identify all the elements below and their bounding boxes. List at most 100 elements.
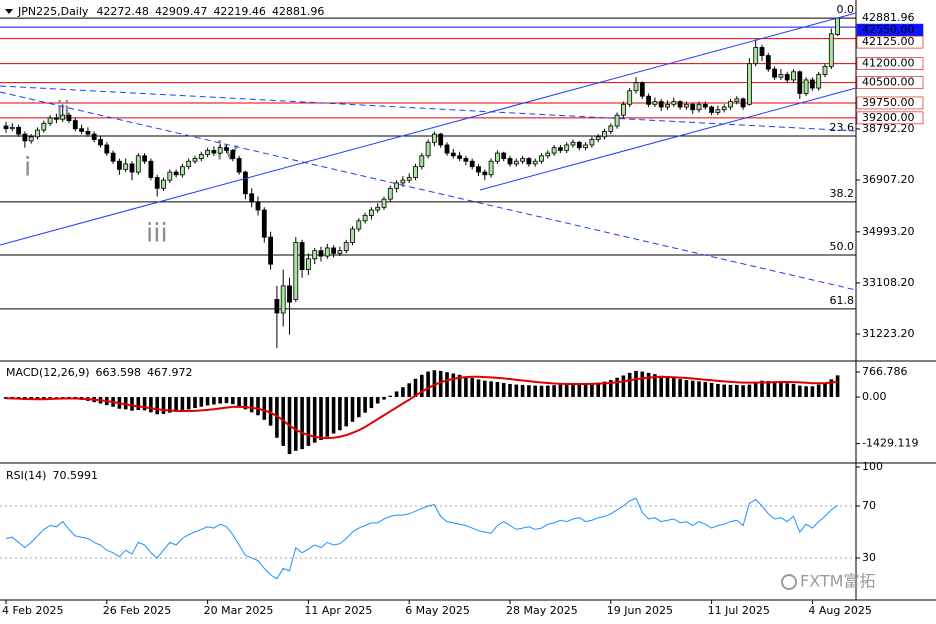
- rsi-header: RSI(14) 70.5991: [6, 469, 98, 482]
- symbol: JPN225,Daily: [17, 5, 89, 18]
- macd-bar: [735, 384, 739, 397]
- macd-bar: [243, 396, 248, 410]
- macd-bar: [810, 386, 815, 397]
- macd-bar: [829, 379, 834, 397]
- candle-body: [721, 106, 727, 111]
- macd-bar: [766, 381, 771, 397]
- candle-body: [431, 133, 437, 143]
- candle-body: [816, 74, 822, 89]
- y-tick-label: 100: [862, 460, 883, 473]
- macd-bar: [275, 396, 279, 438]
- macd-bar: [634, 370, 638, 397]
- candle-body: [41, 122, 47, 131]
- macd-bar: [457, 374, 462, 397]
- macd-bar: [338, 396, 342, 431]
- macd-bar: [564, 384, 569, 397]
- price-label-box: [856, 111, 924, 125]
- macd-bar: [722, 384, 726, 397]
- candle-body: [324, 247, 330, 257]
- macd-bar: [483, 380, 487, 397]
- macd-bar: [791, 383, 796, 397]
- candle-body: [261, 209, 267, 238]
- y-tick-label: 0.00: [862, 390, 887, 403]
- candle-body: [16, 126, 22, 135]
- wave-label: i: [24, 153, 31, 183]
- macd-bar: [779, 382, 783, 397]
- candle-body: [205, 149, 211, 155]
- candle-body: [759, 47, 765, 56]
- macd-bar: [678, 379, 682, 397]
- macd-bar: [514, 384, 519, 397]
- candle-body: [331, 247, 337, 254]
- price-label: 41200.00: [862, 57, 915, 70]
- candle-body: [72, 120, 78, 130]
- y-tick-label: 34993.20: [862, 225, 915, 238]
- candle-body: [702, 103, 708, 108]
- candle-body: [803, 79, 809, 94]
- close: 42881.96: [272, 5, 325, 18]
- candle-body: [242, 171, 248, 195]
- macd-bar: [325, 396, 330, 437]
- macd-bar: [615, 377, 619, 397]
- candle-body: [343, 242, 349, 252]
- candle-body: [507, 158, 513, 165]
- candle-body: [482, 171, 488, 176]
- macd-bar: [42, 396, 46, 399]
- candle-body: [734, 98, 740, 103]
- macd-bar: [716, 383, 720, 397]
- macd-bar: [231, 396, 235, 405]
- high: 42909.47: [155, 5, 208, 18]
- macd-bar: [388, 395, 393, 397]
- macd-title: MACD(12,26,9): [6, 366, 90, 379]
- candle-body: [154, 177, 160, 189]
- candle-body: [280, 285, 286, 314]
- macd-bar: [646, 372, 651, 397]
- x-tick-label: 28 May 2025: [506, 604, 578, 617]
- candle-body: [539, 155, 544, 162]
- macd-bar: [640, 371, 645, 397]
- macd-bar: [590, 383, 594, 397]
- candle-body: [129, 163, 135, 173]
- candle-body: [747, 63, 752, 105]
- fib-label: 23.6: [830, 121, 855, 134]
- macd-bar: [703, 381, 708, 397]
- price-label: 42550.00: [862, 23, 915, 36]
- candle-body: [400, 179, 406, 184]
- candle-body: [337, 250, 343, 254]
- candle-body: [791, 71, 796, 81]
- macd-bar: [816, 384, 821, 397]
- x-tick-label: 4 Aug 2025: [808, 604, 871, 617]
- candle-body: [614, 114, 620, 127]
- candle-body: [110, 152, 116, 162]
- macd-bar: [205, 396, 210, 406]
- macd-bar: [256, 396, 260, 416]
- candle-body: [299, 242, 305, 271]
- candle-body: [709, 106, 714, 113]
- candle-body: [564, 144, 570, 151]
- candle-body: [293, 242, 299, 300]
- low: 42219.46: [213, 5, 266, 18]
- rsi-value: 70.5991: [52, 469, 98, 482]
- candle-body: [608, 125, 614, 132]
- candle-body: [148, 160, 154, 178]
- candle-body: [753, 47, 759, 65]
- candle-body: [161, 179, 166, 189]
- macd-bar: [539, 385, 544, 397]
- candle-body: [583, 144, 588, 149]
- macd-bar: [224, 396, 229, 404]
- macd-bar: [199, 396, 204, 407]
- rsi-line: [5, 497, 838, 580]
- y-tick-label: 33108.20: [862, 276, 915, 289]
- candle-body: [835, 17, 840, 36]
- y-tick-label: 36907.20: [862, 173, 915, 186]
- candle-body: [551, 147, 557, 154]
- macd-bar: [798, 385, 802, 397]
- macd-bar: [621, 375, 626, 397]
- candle-body: [665, 103, 670, 108]
- candle-body: [526, 158, 532, 165]
- macd-bar: [168, 396, 172, 413]
- candle-body: [217, 147, 223, 154]
- macd-bar: [369, 396, 374, 409]
- macd-bar: [577, 383, 582, 397]
